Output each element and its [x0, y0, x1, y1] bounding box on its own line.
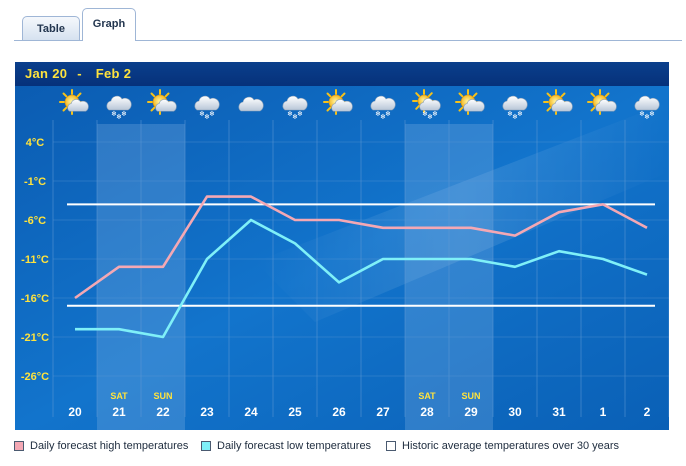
svg-text:❄: ❄ [116, 113, 122, 121]
y-tick-label: -6°C [24, 215, 46, 227]
svg-text:❄: ❄ [639, 110, 645, 118]
x-tick-label: 31 [552, 405, 566, 419]
x-tick-label: 26 [332, 405, 346, 419]
sun-cloud-snow-icon: ❄ ❄ ❄ [412, 89, 441, 121]
weekend-label: SAT [418, 391, 436, 401]
svg-text:❄: ❄ [111, 110, 117, 118]
svg-text:❄: ❄ [297, 110, 303, 118]
svg-text:❄: ❄ [199, 110, 205, 118]
range-separator: - [77, 66, 82, 81]
x-tick-label: 25 [288, 405, 302, 419]
svg-text:❄: ❄ [644, 113, 650, 121]
svg-text:❄: ❄ [432, 110, 438, 118]
cloud-snow-icon: ❄ ❄ ❄ [106, 95, 132, 121]
x-tick-label: 21 [112, 405, 126, 419]
x-tick-label: 27 [376, 405, 390, 419]
chart-panel: ❄ ❄ ❄ ❄ ❄ ❄ ❄ ❄ ❄ ❄ ❄ ❄ ❄ ❄ ❄ ❄ ❄ ❄ ❄ ❄ ❄ 4°C -1°C -6°C -11°C -1… [15, 62, 669, 430]
cloud-snow-icon: ❄ ❄ ❄ [502, 95, 528, 121]
temperature-chart: ❄ ❄ ❄ ❄ ❄ ❄ ❄ ❄ ❄ ❄ ❄ ❄ ❄ ❄ ❄ ❄ ❄ ❄ ❄ ❄ ❄ 4°C-1°C-6°C-11°C-1… [15, 86, 669, 430]
legend-item-historic: Historic average temperatures over 30 ye… [386, 440, 619, 452]
cloud-snow-icon: ❄ ❄ ❄ [194, 95, 220, 121]
chart-legend: Daily forecast high temperatures Daily f… [14, 440, 686, 456]
y-tick-label: 4°C [26, 137, 45, 149]
tab-underline [14, 40, 682, 41]
weekend-label: SUN [461, 391, 480, 401]
cloud-snow-icon: ❄ ❄ ❄ [634, 95, 660, 121]
svg-text:❄: ❄ [292, 113, 298, 121]
cloud-icon [238, 96, 264, 112]
x-tick-label: 22 [156, 405, 170, 419]
cloud-snow-icon: ❄ ❄ ❄ [282, 95, 308, 121]
svg-text:❄: ❄ [507, 110, 513, 118]
sun-cloud-icon [59, 89, 89, 115]
sun-cloud-icon [543, 89, 573, 115]
svg-text:❄: ❄ [649, 110, 655, 118]
high-temperature-line [74, 195, 648, 300]
svg-text:❄: ❄ [209, 110, 215, 118]
x-tick-label: 20 [68, 405, 82, 419]
sun-cloud-icon [455, 89, 485, 115]
svg-text:❄: ❄ [287, 110, 293, 118]
sun-cloud-icon [147, 89, 177, 115]
legend-swatch-low [201, 441, 211, 451]
legend-label-high: Daily forecast high temperatures [30, 440, 189, 452]
date-range-header: Jan 20 - Feb 2 [15, 62, 669, 86]
y-tick-label: -16°C [21, 293, 49, 305]
svg-text:❄: ❄ [380, 113, 386, 121]
cloud-snow-icon: ❄ ❄ ❄ [370, 95, 396, 121]
y-tick-label: -21°C [21, 332, 49, 344]
svg-text:❄: ❄ [427, 113, 433, 121]
weekend-label: SUN [153, 391, 172, 401]
x-tick-label: 24 [244, 405, 258, 419]
legend-item-low: Daily forecast low temperatures [201, 440, 371, 452]
svg-text:❄: ❄ [121, 110, 127, 118]
legend-swatch-historic [386, 441, 396, 451]
weekend-label: SAT [110, 391, 128, 401]
x-tick-label: 28 [420, 405, 434, 419]
legend-label-low: Daily forecast low temperatures [217, 440, 372, 452]
date-range-label: Jan 20 - Feb 2 [25, 66, 131, 81]
y-tick-label: -26°C [21, 371, 49, 383]
y-tick-label: -1°C [24, 176, 46, 188]
x-tick-label: 1 [600, 405, 607, 419]
svg-text:❄: ❄ [385, 110, 391, 118]
tab-graph[interactable]: Graph [82, 8, 136, 41]
y-tick-label: -11°C [21, 254, 49, 266]
legend-label-historic: Historic average temperatures over 30 ye… [402, 440, 620, 452]
svg-text:❄: ❄ [204, 113, 210, 121]
sun-cloud-icon [587, 89, 617, 115]
legend-swatch-high [14, 441, 24, 451]
svg-text:❄: ❄ [517, 110, 523, 118]
svg-text:❄: ❄ [375, 110, 381, 118]
tab-bar: Table Graph [0, 0, 686, 44]
low-temperature-line [75, 218, 648, 339]
background-sheen [255, 102, 669, 322]
sun-cloud-icon [323, 89, 353, 115]
tab-table[interactable]: Table [22, 16, 80, 40]
svg-text:❄: ❄ [512, 113, 518, 121]
svg-text:❄: ❄ [422, 110, 428, 118]
range-end: Feb 2 [95, 66, 132, 81]
x-tick-label: 2 [644, 405, 651, 419]
legend-item-high: Daily forecast high temperatures [14, 440, 188, 452]
x-tick-label: 29 [464, 405, 478, 419]
range-start: Jan 20 [25, 66, 68, 81]
x-tick-label: 23 [200, 405, 214, 419]
x-tick-label: 30 [508, 405, 522, 419]
